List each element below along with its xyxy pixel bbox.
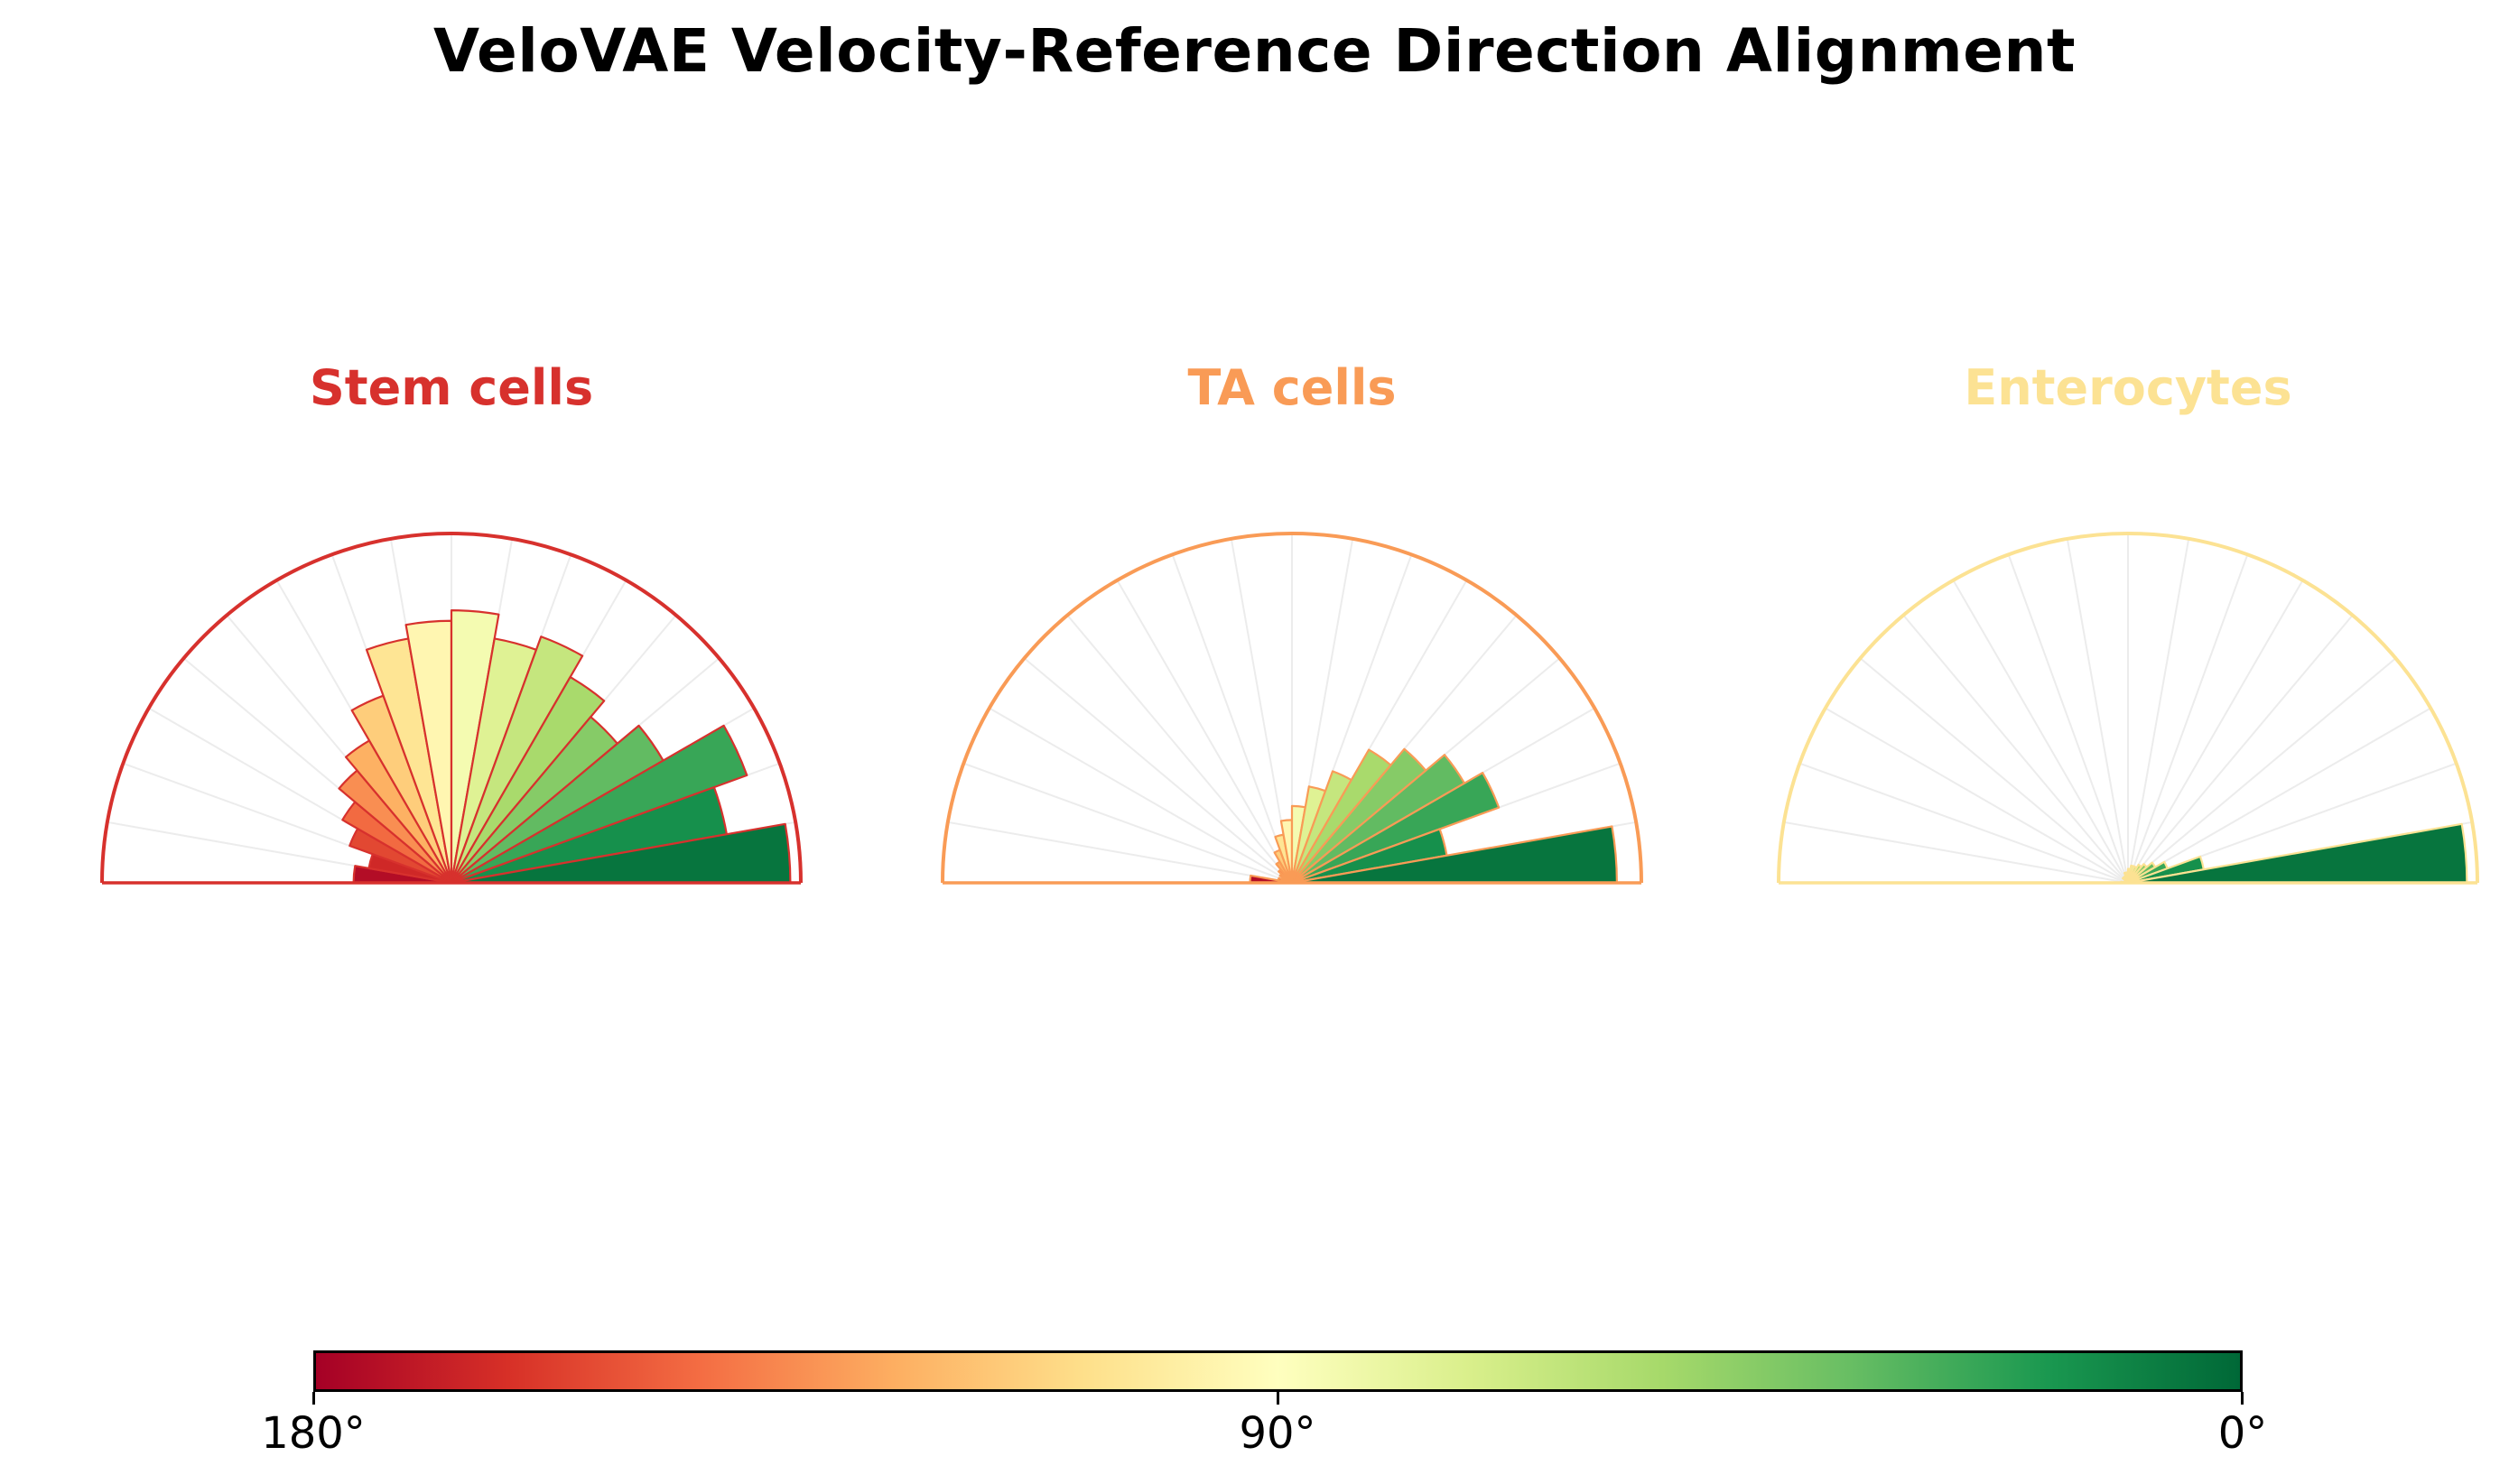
colorbar-label-90: 90° (1239, 1408, 1316, 1459)
rose-chart-ta-cells (941, 532, 1643, 885)
colorbar-label-0: 0° (2217, 1408, 2268, 1459)
rose-chart-stem-cells (100, 532, 803, 885)
colorbar-tick-0 (2241, 1392, 2244, 1405)
panel-title-stem-cells: Stem cells (309, 359, 594, 416)
colorbar-tick-90 (1277, 1392, 1279, 1405)
colorbar-tick-180 (312, 1392, 315, 1405)
rose-chart-enterocytes (1777, 532, 2479, 885)
panel-title-enterocytes: Enterocytes (1964, 359, 2292, 416)
colorbar-label-180: 180° (261, 1408, 366, 1459)
angle-colorbar (313, 1350, 2243, 1392)
figure-title: VeloVAE Velocity-Reference Direction Ali… (432, 16, 2077, 86)
panel-title-ta-cells: TA cells (1187, 359, 1397, 416)
